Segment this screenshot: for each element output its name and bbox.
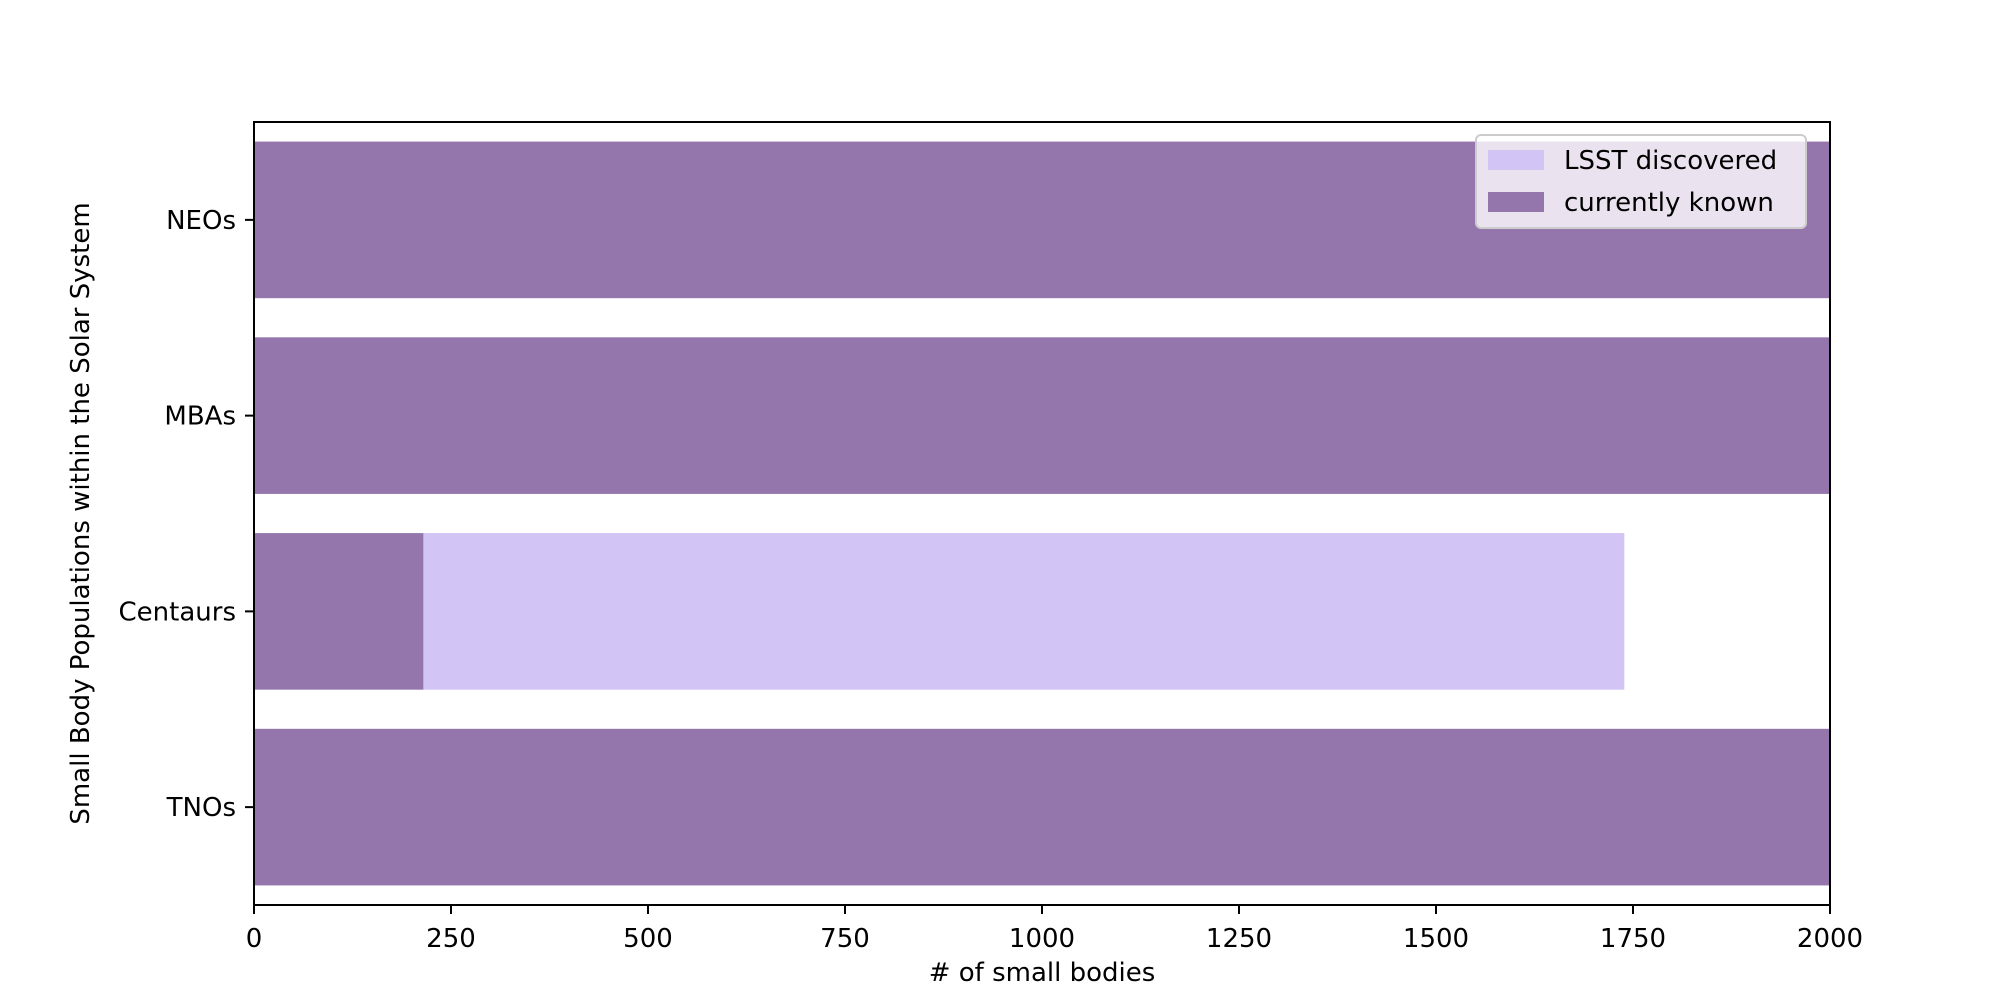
y-axis-ticks: NEOs MBAs Centaurs TNOs bbox=[119, 206, 254, 823]
x-tick-label-1250: 1250 bbox=[1206, 924, 1272, 954]
x-tick-label-1000: 1000 bbox=[1009, 924, 1075, 954]
x-tick-label-1750: 1750 bbox=[1600, 924, 1666, 954]
legend-box bbox=[1475, 134, 1807, 229]
currently-known-bars bbox=[254, 141, 1830, 886]
x-tick-label-500: 500 bbox=[623, 924, 673, 954]
legend-swatch-currently-known bbox=[1488, 192, 1544, 212]
bar-lsst-discovered-centaurs bbox=[423, 533, 1625, 690]
x-tick-label-0: 0 bbox=[246, 924, 263, 954]
y-axis-label: Small Body Populations within the Solar … bbox=[66, 202, 96, 824]
y-tick-label-tnos: TNOs bbox=[166, 793, 236, 823]
y-tick-label-neos: NEOs bbox=[166, 206, 236, 236]
y-tick-label-mbas: MBAs bbox=[164, 402, 236, 432]
x-axis-label: # of small bodies bbox=[929, 958, 1156, 988]
legend-label-currently-known: currently known bbox=[1564, 188, 1774, 218]
lsst-discovered-bars bbox=[423, 533, 1625, 690]
bar-currently-known-tnos bbox=[254, 728, 1830, 886]
bar-currently-known-centaurs bbox=[254, 533, 424, 690]
legend: LSST discovered currently known bbox=[1475, 134, 1807, 229]
y-tick-label-centaurs: Centaurs bbox=[119, 597, 236, 627]
legend-label-lsst-discovered: LSST discovered bbox=[1564, 146, 1777, 176]
x-tick-label-2000: 2000 bbox=[1797, 924, 1863, 954]
x-tick-label-250: 250 bbox=[426, 924, 476, 954]
bar-currently-known-mbas bbox=[254, 337, 1830, 494]
legend-swatch-lsst-discovered bbox=[1488, 150, 1544, 170]
x-tick-label-750: 750 bbox=[820, 924, 870, 954]
x-tick-label-1500: 1500 bbox=[1403, 924, 1469, 954]
x-axis-ticks: 0 250 500 750 1000 1250 1500 1750 2000 bbox=[246, 905, 1863, 954]
